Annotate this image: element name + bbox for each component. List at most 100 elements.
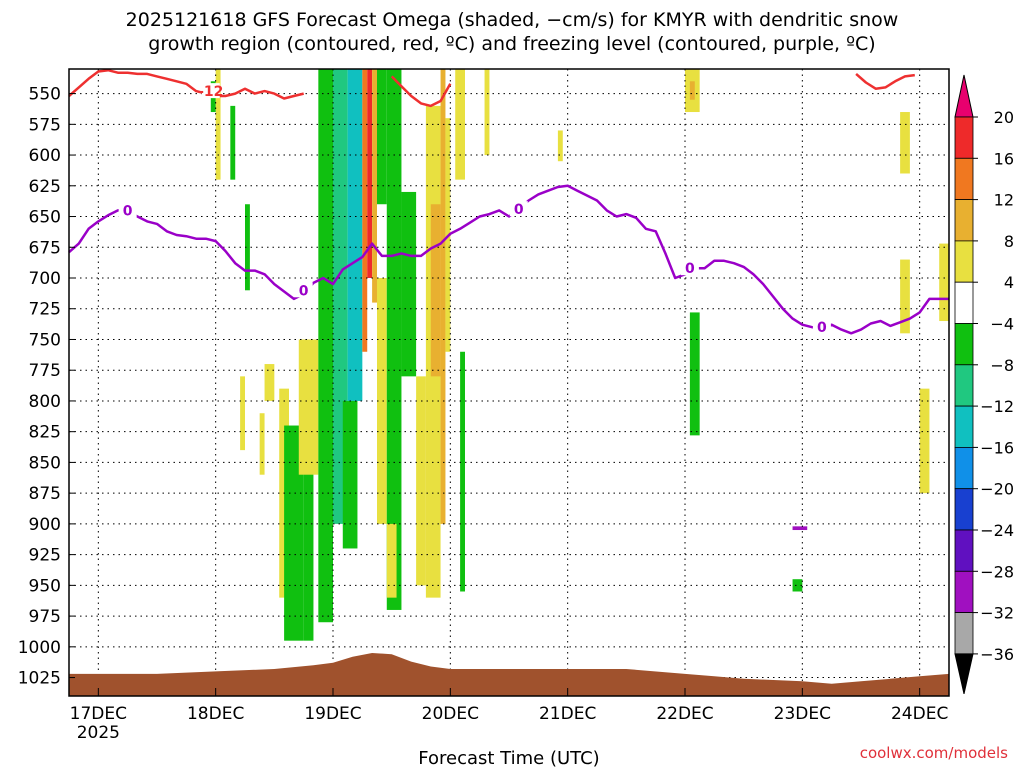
omega-region-12 [318, 69, 333, 623]
colorbar-label-2: 16 [994, 149, 1014, 168]
freezing-level-label-4-bg [680, 260, 699, 276]
colorbar-label-1: 20 [994, 108, 1014, 127]
colorbar-swatch-1 [954, 116, 974, 159]
omega-region-41 [939, 243, 949, 322]
x-tick-label-24DEC: 24DEC [891, 704, 948, 724]
omega-region-20 [377, 69, 387, 205]
credit-link[interactable]: coolwx.com/models [859, 744, 1008, 762]
omega-region-18 [372, 69, 377, 303]
colorbar-arrow-bottom [954, 653, 974, 695]
freezing-level-label-1: 0 [123, 203, 133, 219]
y-tick-label-775: 775 [29, 361, 61, 381]
x-tick-sublabel-17DEC: 2025 [77, 723, 120, 743]
freezing-level-label-3: 0 [514, 202, 524, 218]
y-tick-label-975: 975 [29, 607, 61, 627]
colorbar-label-7: −8 [990, 356, 1014, 375]
colorbar-label-9: −16 [980, 438, 1014, 457]
x-tick-label-23DEC: 23DEC [774, 704, 831, 724]
colorbar-swatch-13 [954, 612, 974, 655]
colorbar-swatch-11 [954, 529, 974, 572]
contour-lines: 0 0 0 0 0 -12 [68, 68, 949, 336]
colorbar-swatch-9 [954, 446, 974, 490]
colorbar-swatch-8 [954, 405, 974, 448]
y-tick-label-1000: 1000 [18, 638, 61, 658]
omega-region-6 [259, 413, 265, 475]
omega-region-17 [367, 69, 373, 278]
omega-region-35 [689, 312, 700, 436]
terrain-fill [69, 653, 949, 696]
colorbar-label-4: 8 [1004, 232, 1014, 251]
freezing-level-label-2-bg [294, 282, 313, 298]
freezing-level-label-3-bg [509, 201, 528, 217]
colorbar-swatch-6 [954, 323, 974, 366]
omega-region-27 [440, 69, 446, 524]
y-tick-label-950: 950 [29, 576, 61, 596]
y-tick-label-800: 800 [29, 392, 61, 412]
chart-grid [69, 69, 949, 696]
omega-region-4 [245, 204, 250, 291]
y-tick-label-850: 850 [29, 453, 61, 473]
y-tick-label-725: 725 [29, 300, 61, 320]
dendritic-growth-line-3 [855, 72, 915, 90]
colorbar-label-8: −12 [980, 397, 1014, 416]
y-tick-label-875: 875 [29, 484, 61, 504]
y-tick-label-1025: 1025 [18, 669, 61, 689]
y-tick-label-750: 750 [29, 330, 61, 350]
colorbar-label-6: −4 [990, 315, 1014, 334]
colorbar: 20 16 12 8 4 −4 −8 −12 −16 −20 −24 −28 −32 −36 [954, 74, 1014, 695]
colorbar-label-14: −36 [980, 645, 1014, 664]
colorbar-swatch-5 [954, 281, 974, 324]
colorbar-swatch-3 [954, 199, 974, 242]
freezing-level-label-5: 0 [817, 320, 827, 336]
y-tick-label-550: 550 [29, 85, 61, 105]
colorbar-arrow-top [954, 74, 974, 118]
dendritic-growth-label-1-bg [201, 83, 220, 99]
omega-region-36 [792, 579, 803, 592]
y-tick-label-625: 625 [29, 177, 61, 197]
omega-region-14 [347, 69, 363, 401]
omega-region-29 [460, 351, 465, 592]
omega-region-40 [919, 388, 930, 494]
x-tick-label-18DEC: 18DEC [187, 704, 244, 724]
colorbar-label-3: 12 [994, 191, 1014, 210]
omega-region-32 [557, 130, 563, 162]
omega-region-16 [362, 69, 368, 352]
omega-region-26 [430, 204, 441, 377]
omega-shading [210, 69, 949, 641]
colorbar-swatch-2 [954, 157, 974, 201]
y-tick-label-925: 925 [29, 546, 61, 566]
x-tick-label-19DEC: 19DEC [304, 704, 361, 724]
omega-region-31 [484, 69, 490, 156]
colorbar-label-5: 4 [1004, 273, 1014, 292]
omega-region-5 [240, 376, 245, 451]
colorbar-swatch-4 [954, 240, 974, 283]
freezing-level-label-2: 0 [299, 283, 309, 299]
omega-region-11 [298, 339, 319, 475]
omega-region-34 [689, 81, 695, 100]
omega-region-10 [303, 462, 314, 641]
y-tick-label-650: 650 [29, 208, 61, 228]
terrain-area [69, 653, 949, 696]
x-tick-label-17DEC: 17DEC [70, 704, 127, 724]
omega-region-15 [342, 400, 358, 549]
plot-frame [68, 68, 950, 697]
omega-region-19 [377, 278, 387, 524]
colorbar-swatch-12 [954, 570, 974, 613]
colorbar-label-13: −32 [980, 604, 1014, 623]
chart-title-line-2: growth region (contoured, red, ºC) and f… [148, 33, 876, 55]
colorbar-label-11: −24 [980, 521, 1014, 540]
omega-region-23 [401, 191, 417, 377]
x-axis-label: Forecast Time (UTC) [418, 748, 599, 768]
dendritic-growth-line-1 [68, 68, 304, 100]
colorbar-swatch-10 [954, 488, 974, 531]
omega-region-24 [416, 376, 426, 586]
omega-region-39 [900, 259, 910, 334]
chart-title-line-1: 2025121618 GFS Forecast Omega (shaded, −… [125, 9, 899, 31]
omega-region-38 [900, 112, 910, 174]
y-tick-label-900: 900 [29, 515, 61, 535]
x-tick-label-20DEC: 20DEC [422, 704, 479, 724]
dendritic-growth-label-1: -12 [198, 84, 223, 100]
colorbar-label-10: −20 [980, 480, 1014, 499]
